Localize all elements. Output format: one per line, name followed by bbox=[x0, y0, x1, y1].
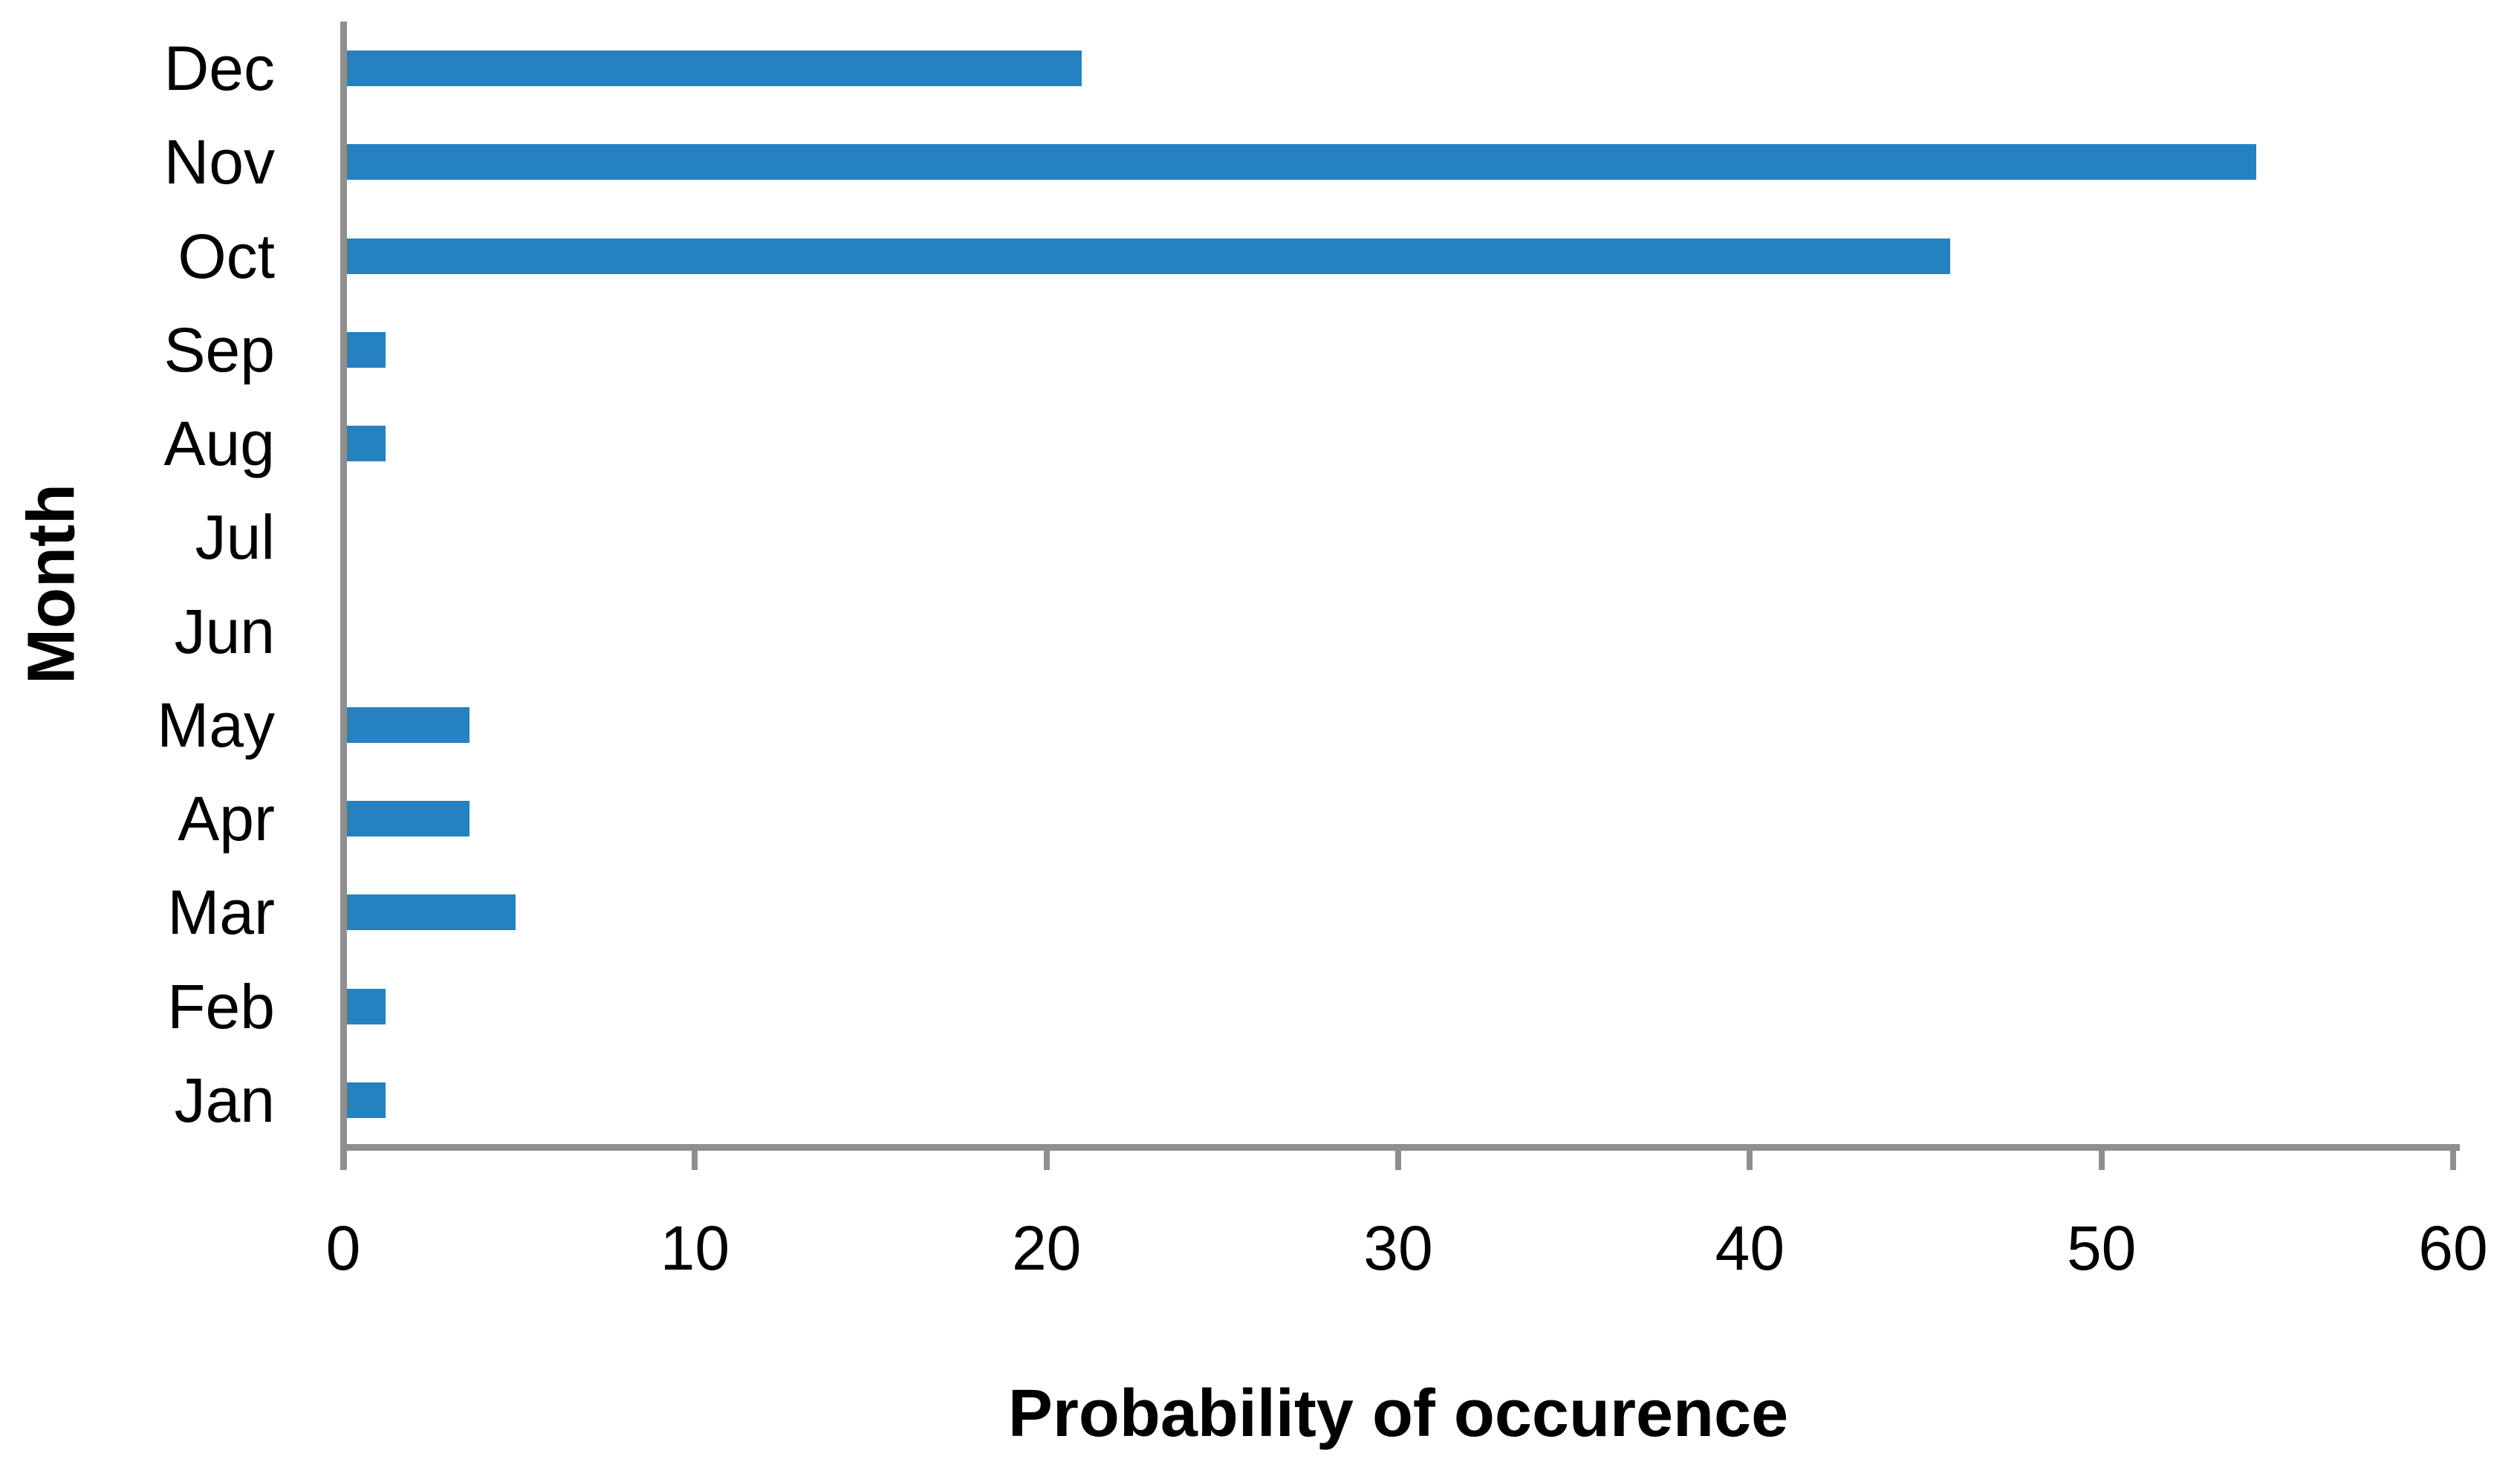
y-tick-label-dec: Dec bbox=[163, 33, 275, 104]
x-tick-mark-20 bbox=[1043, 1151, 1050, 1170]
x-tick-label-20: 20 bbox=[1011, 1213, 1082, 1283]
bar-apr bbox=[347, 801, 470, 837]
x-tick-label-60: 60 bbox=[2418, 1213, 2488, 1283]
y-tick-label-nov: Nov bbox=[163, 127, 275, 198]
x-tick-label-30: 30 bbox=[1363, 1213, 1433, 1283]
bar-may bbox=[347, 706, 470, 743]
x-tick-mark-30 bbox=[1395, 1151, 1401, 1170]
bar-dec bbox=[347, 51, 1082, 87]
x-tick-label-10: 10 bbox=[660, 1213, 730, 1283]
x-axis-title: Probability of occurence bbox=[1007, 1377, 1789, 1451]
y-tick-label-sep: Sep bbox=[163, 314, 275, 385]
bar-aug bbox=[347, 426, 386, 462]
x-tick-mark-0 bbox=[340, 1151, 346, 1170]
bar-nov bbox=[347, 144, 2256, 181]
y-tick-label-feb: Feb bbox=[167, 971, 275, 1042]
y-axis-line bbox=[340, 22, 347, 1169]
x-tick-mark-50 bbox=[2098, 1151, 2105, 1170]
bar-jan bbox=[347, 1082, 386, 1118]
y-tick-label-aug: Aug bbox=[163, 409, 275, 479]
x-tick-label-40: 40 bbox=[1715, 1213, 1785, 1283]
bar-mar bbox=[347, 894, 516, 931]
x-tick-mark-10 bbox=[692, 1151, 698, 1170]
y-tick-label-apr: Apr bbox=[178, 784, 275, 854]
x-tick-mark-40 bbox=[1747, 1151, 1753, 1170]
x-tick-label-50: 50 bbox=[2066, 1213, 2137, 1283]
x-tick-label-0: 0 bbox=[325, 1213, 361, 1283]
x-axis-line bbox=[340, 1144, 2460, 1151]
bar-feb bbox=[347, 988, 386, 1024]
y-tick-label-may: May bbox=[157, 689, 275, 760]
y-tick-label-mar: Mar bbox=[167, 877, 275, 948]
bar-sep bbox=[347, 331, 386, 368]
y-tick-label-jun: Jun bbox=[174, 596, 275, 666]
y-tick-label-oct: Oct bbox=[178, 221, 275, 291]
bar-oct bbox=[347, 238, 1951, 274]
y-tick-label-jan: Jan bbox=[174, 1065, 275, 1135]
y-tick-label-jul: Jul bbox=[195, 502, 275, 573]
x-tick-mark-60 bbox=[2450, 1151, 2456, 1170]
